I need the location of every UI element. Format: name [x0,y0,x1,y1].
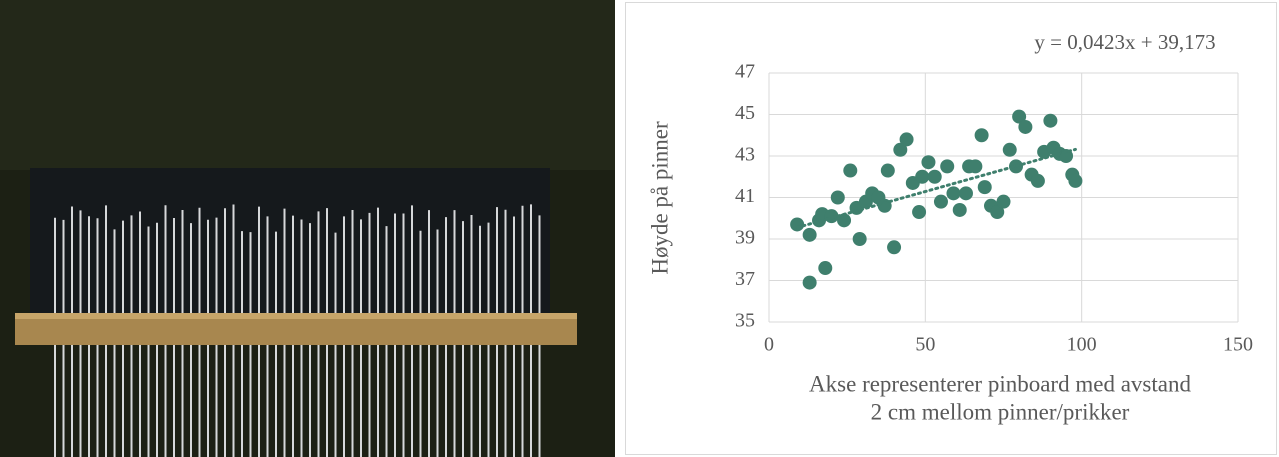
x-tick-label: 50 [915,334,935,356]
point [940,159,955,174]
point [893,142,908,157]
y-tick-label: 43 [735,144,755,166]
point [1012,109,1027,124]
point [933,194,948,209]
y-tick-label: 41 [735,185,755,207]
point [802,227,817,242]
wood-edge [15,313,577,319]
point [977,180,992,195]
x-tick-label: 100 [1067,334,1097,356]
point [1018,119,1033,134]
point [974,128,989,143]
point [1043,113,1058,128]
x-axis-title: Akse representerer pinboard med avstand [809,371,1191,396]
trendline-equation: y = 0,0423x + 39,173 [1034,30,1215,54]
x-tick-label: 0 [764,334,774,356]
point [990,205,1005,220]
point [946,186,961,201]
point [790,217,805,232]
x-tick-label: 150 [1223,334,1253,356]
point [802,275,817,290]
point [852,232,867,246]
point [830,190,845,205]
point [899,132,914,147]
chart-frame [625,2,1277,455]
point [915,169,930,184]
photo [0,0,615,457]
point [880,163,895,178]
point [996,194,1011,209]
point [1030,173,1045,188]
point [818,261,833,276]
grass [0,0,615,170]
point [887,240,902,255]
y-tick-label: 37 [735,268,755,290]
point [968,159,983,174]
point [837,213,852,228]
y-tick-label: 47 [735,61,755,83]
y-tick-label: 35 [735,310,755,332]
y-tick-label: 39 [735,227,755,249]
point [1002,142,1017,157]
point [921,155,936,170]
point [958,186,973,201]
y-tick-label: 45 [735,102,755,124]
point [927,169,942,184]
y-axis-title: Høyde på pinner [647,121,672,275]
x-axis-title: 2 cm mellom pinner/prikker [871,399,1130,424]
trendline [795,147,1077,230]
point [952,202,967,217]
point [843,163,858,178]
point [1068,173,1083,188]
point [912,205,927,220]
point [877,198,892,213]
